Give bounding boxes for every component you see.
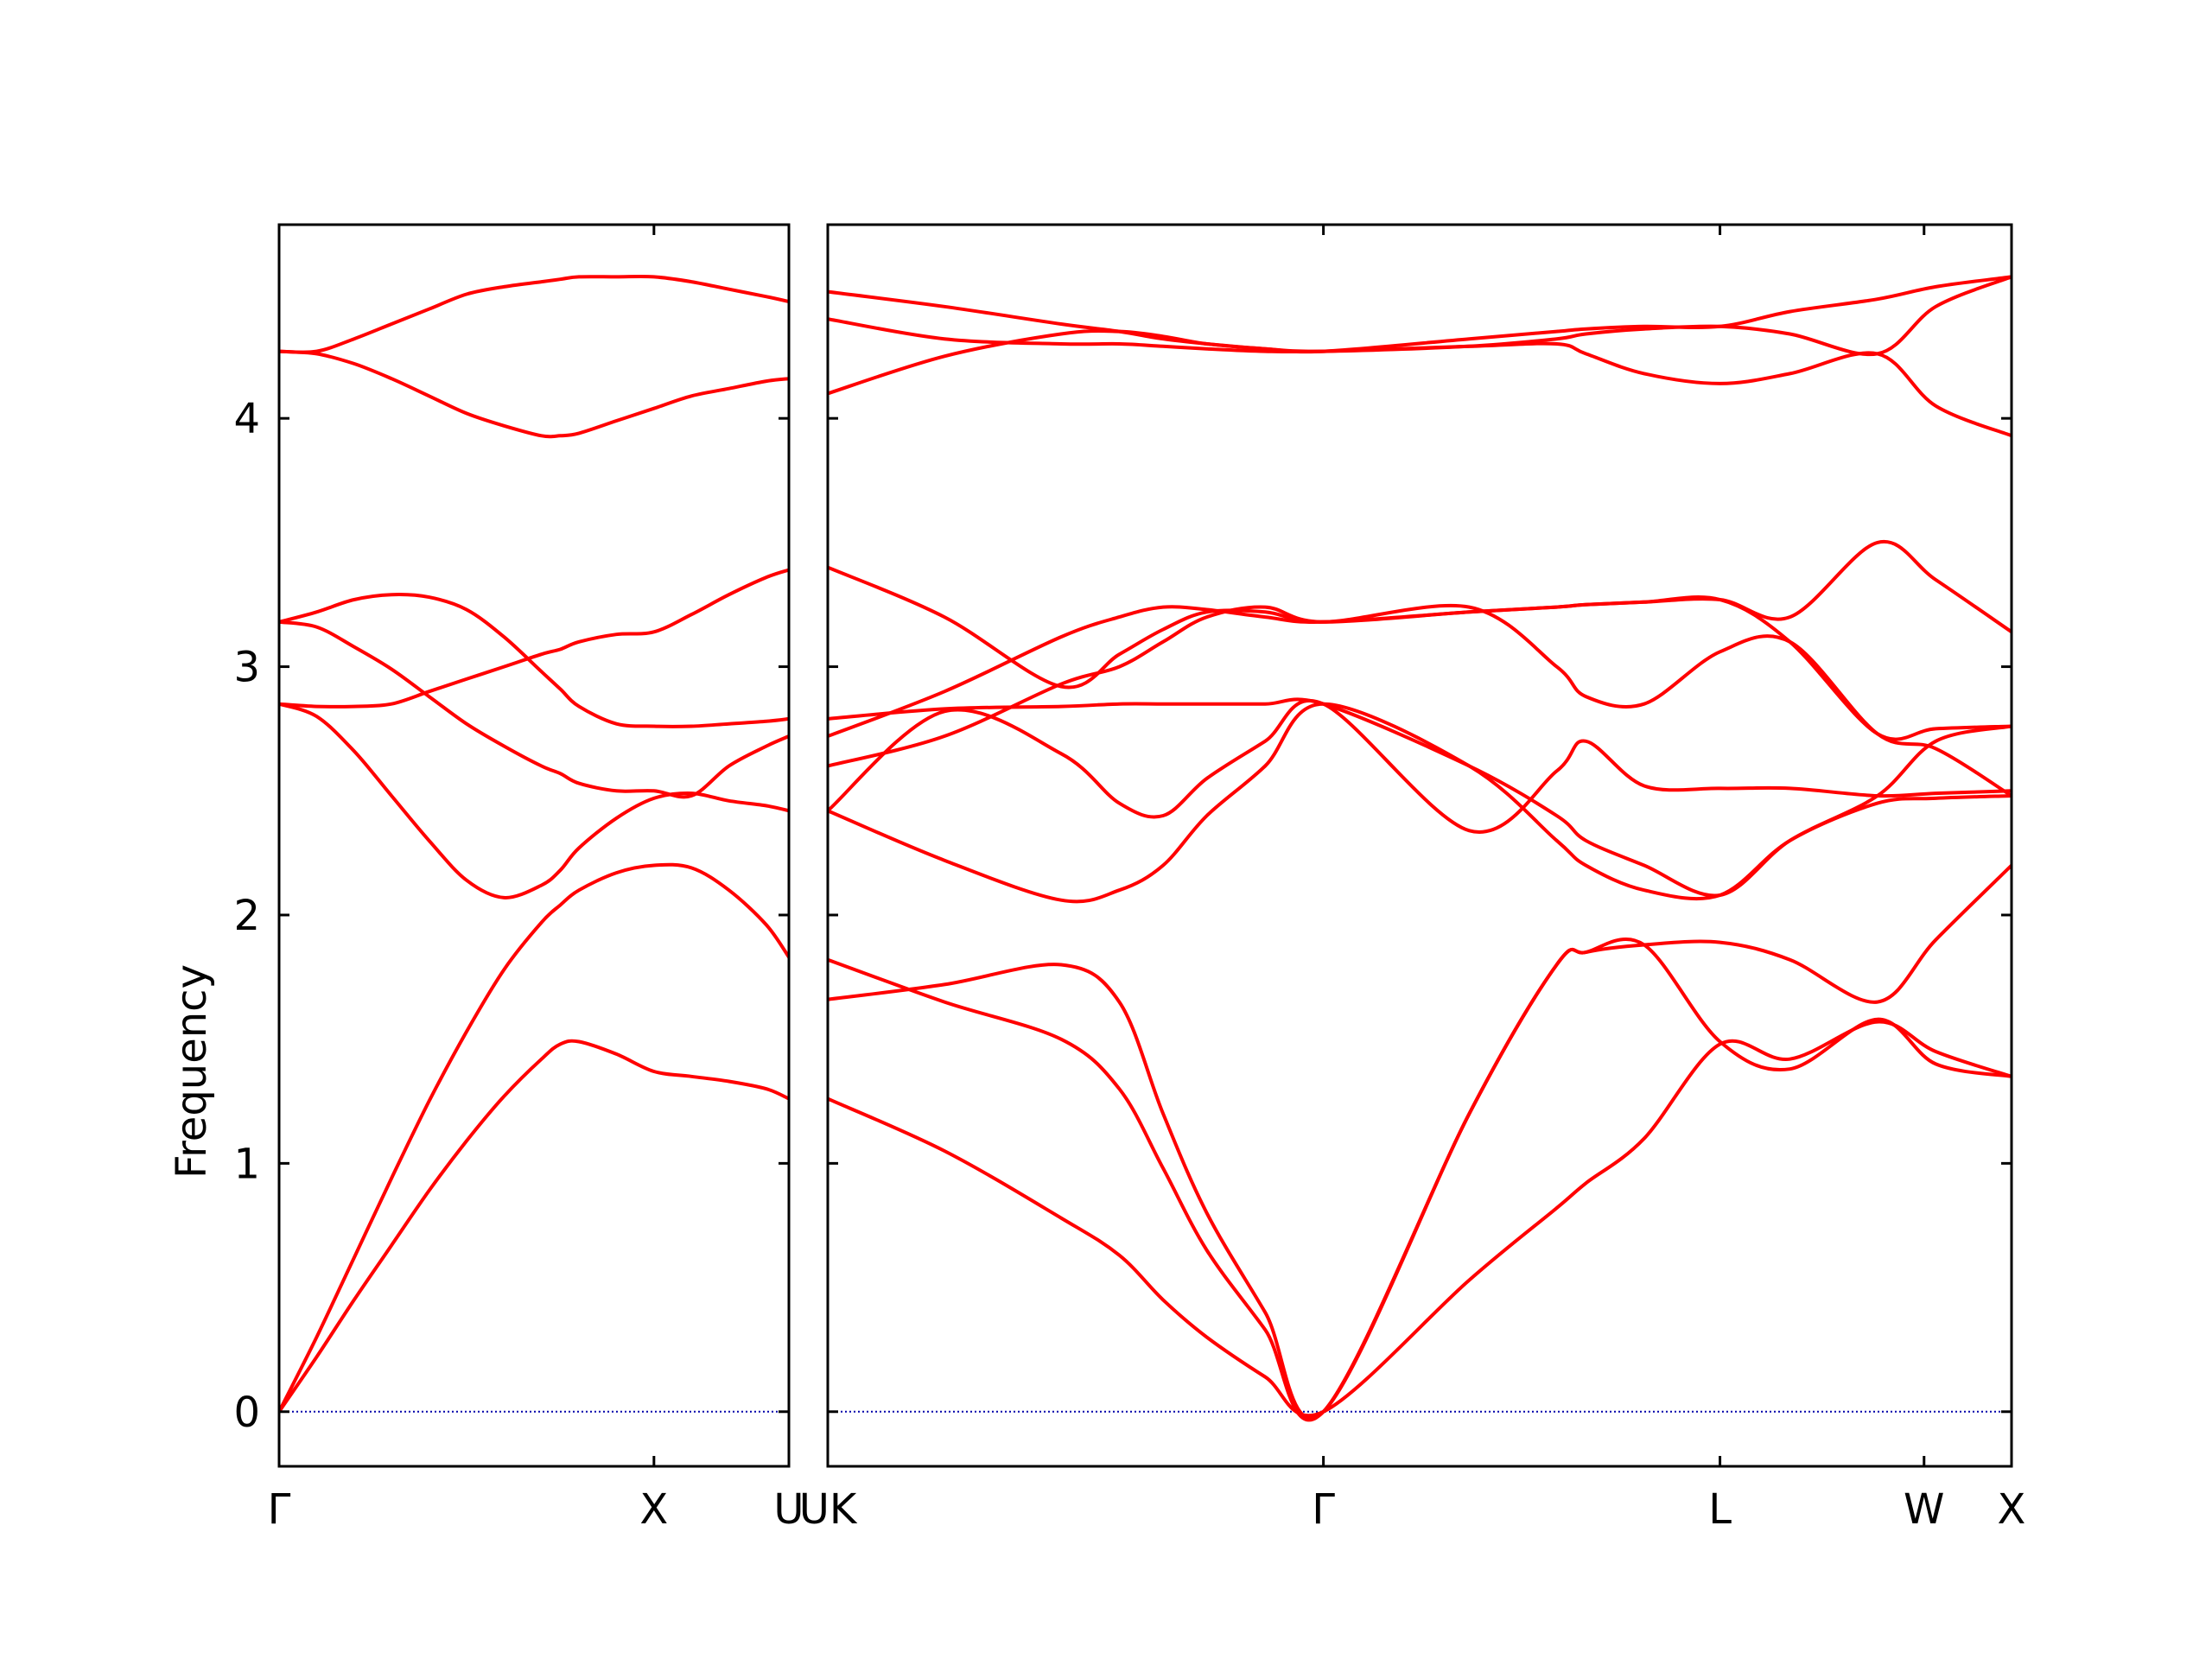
- left-band-5: [279, 593, 789, 728]
- right-xtick-label-2: L: [1708, 1485, 1732, 1534]
- ytick-label-1: 1: [233, 1140, 260, 1188]
- right-band-4: [828, 698, 2012, 834]
- left-panel: 0 1 2 3 4 Γ X U: [233, 223, 804, 1534]
- right-band-2: [828, 863, 2012, 1421]
- right-band-10: [828, 275, 2012, 396]
- left-xtick-label-1: X: [639, 1485, 668, 1534]
- right-xtick-label-3: W: [1904, 1485, 1944, 1534]
- right-panel: UK Γ L W X: [799, 223, 2026, 1534]
- left-bands: [279, 274, 789, 1414]
- ytick-label-0: 0: [233, 1389, 260, 1437]
- left-band-7: [279, 274, 789, 354]
- right-band-11: [828, 317, 2012, 438]
- right-xtick-label-0: UK: [799, 1485, 858, 1534]
- right-band-12: [828, 275, 2012, 357]
- left-axes-frame: [277, 223, 791, 1468]
- right-band-5: [828, 702, 2012, 904]
- right-band-1: [828, 1020, 2012, 1418]
- left-xtick-label-2: U: [773, 1485, 804, 1534]
- ytick-label-3: 3: [233, 644, 260, 692]
- left-band-2: [279, 862, 789, 1414]
- right-axes-frame: [826, 223, 2013, 1468]
- ytick-label-4: 4: [233, 395, 260, 443]
- right-band-6: [828, 603, 2012, 798]
- right-xtick-label-4: X: [1998, 1485, 2026, 1534]
- ytick-label-2: 2: [233, 892, 260, 940]
- right-band-9: [828, 697, 2012, 898]
- left-band-1: [279, 1039, 789, 1414]
- right-band-8: [828, 565, 2012, 741]
- left-band-6: [279, 620, 789, 799]
- left-band-8: [279, 349, 789, 439]
- left-band-3: [279, 702, 789, 899]
- right-band-3: [828, 938, 2012, 1422]
- right-xtick-label-1: Γ: [1312, 1485, 1335, 1534]
- left-band-4: [279, 568, 789, 709]
- right-bands: [828, 275, 2012, 1422]
- left-xtick-label-0: Γ: [268, 1485, 291, 1534]
- y-axis-label: Frequency: [168, 964, 216, 1179]
